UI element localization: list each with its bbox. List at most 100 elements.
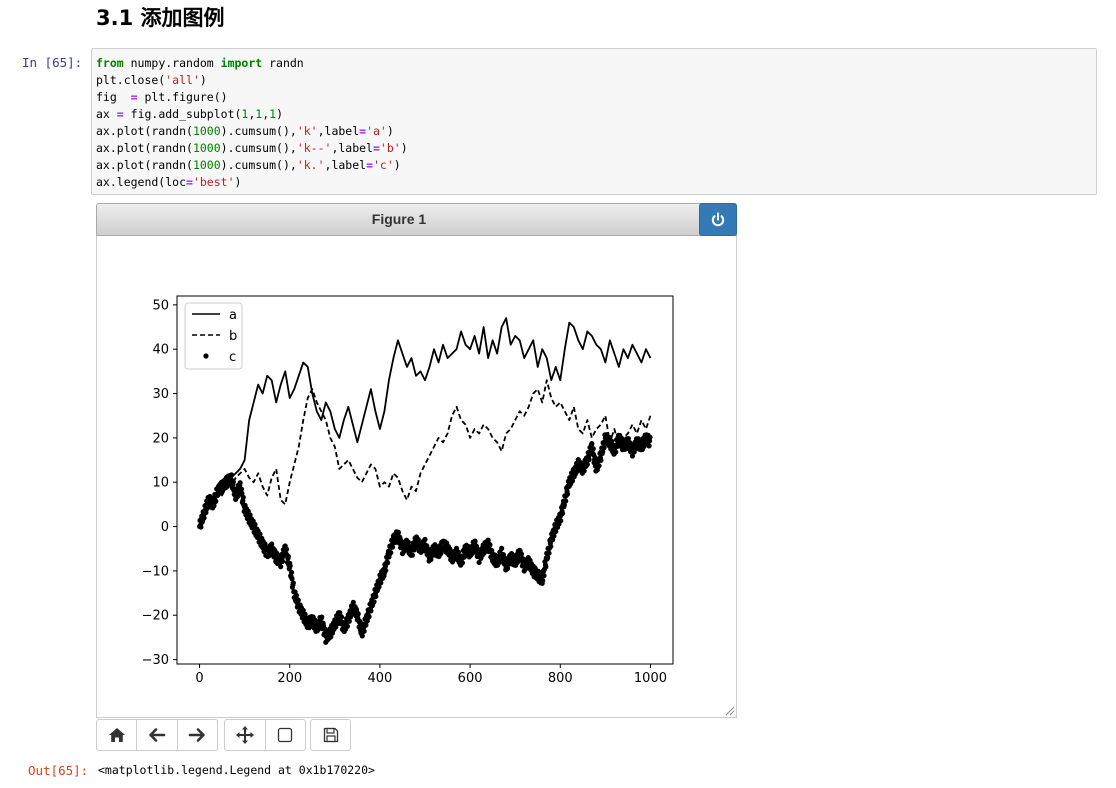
code-line-5: ax.plot(randn(1000).cumsum(),'k',label='… [96, 124, 394, 138]
floppy-disk-icon [323, 727, 338, 743]
series-c-point [228, 472, 235, 478]
series-c-point [598, 457, 604, 463]
code-line-1: from numpy.random import randn [96, 56, 304, 70]
series-c-point [428, 556, 434, 563]
series-c-point [213, 498, 219, 504]
zoom-rect-button[interactable] [266, 720, 306, 750]
output-prompt: Out[65]: [28, 763, 89, 778]
series-c-point [499, 545, 505, 551]
home-button[interactable] [97, 720, 138, 750]
series-c-point [472, 538, 478, 544]
series-c-point [383, 567, 389, 574]
series-c-point [600, 449, 606, 455]
series-c-point [395, 529, 401, 535]
series-c-point [279, 558, 286, 565]
series-c-point [262, 541, 268, 547]
series-c-point [257, 531, 263, 537]
series-c-point [350, 599, 356, 605]
arrow-right-icon [189, 728, 206, 742]
power-icon [711, 212, 725, 227]
series-c-point [288, 569, 295, 576]
series-c-point [295, 597, 301, 603]
series-c-point [438, 551, 444, 557]
code-cell[interactable]: from numpy.random import randn plt.close… [91, 48, 1097, 195]
x-tick-label: 600 [458, 671, 483, 686]
legend-label-c: c [229, 350, 236, 365]
home-icon [108, 728, 125, 742]
save-figure-button[interactable] [311, 720, 350, 750]
close-figure-button[interactable] [699, 203, 737, 236]
series-c-point [545, 554, 551, 561]
series-c-point [376, 584, 382, 590]
series-c-point [553, 528, 559, 535]
code-line-6: ax.plot(randn(1000).cumsum(),'k--',label… [96, 141, 408, 155]
y-tick-label: −10 [142, 564, 169, 579]
series-c-point [300, 607, 306, 613]
forward-button[interactable] [178, 720, 217, 750]
resize-handle[interactable] [725, 706, 735, 716]
series-c-point [371, 599, 377, 605]
y-tick-label: 20 [152, 431, 169, 446]
series-c-point [230, 479, 236, 485]
series-c-point [563, 498, 569, 504]
series-c-point [646, 443, 652, 449]
series-c-point [422, 536, 428, 543]
series-c-point [409, 552, 415, 558]
series-c-point [346, 618, 352, 624]
legend-box [184, 302, 243, 370]
series-c-point [569, 478, 576, 484]
pan-button[interactable] [225, 720, 266, 750]
y-tick-label: −20 [142, 609, 169, 624]
series-c-point [647, 434, 653, 440]
y-tick-label: 30 [152, 387, 169, 402]
code-line-8: ax.legend(loc='best') [96, 175, 242, 189]
series-a-line [198, 317, 652, 527]
series-c-point [278, 564, 284, 570]
series-c-point [558, 518, 564, 524]
series-c-point [518, 551, 525, 557]
zoom-toolbar [224, 719, 306, 751]
series-c-point [388, 550, 394, 556]
legend-label-b: b [229, 329, 237, 344]
move-icon [235, 726, 254, 744]
navigation-toolbar [96, 719, 218, 751]
series-c-point [203, 510, 209, 516]
series-c-point [240, 494, 246, 500]
series-c-point [504, 565, 511, 572]
series-c-point [389, 544, 396, 550]
back-button[interactable] [137, 720, 178, 750]
series-c-point [373, 593, 379, 600]
x-tick-label: 0 [195, 671, 203, 686]
figure-header: Figure 1 [96, 203, 737, 236]
figure-canvas[interactable]: 0 200 400 600 800 1000 50 40 30 20 10 0 −10 −20 −30 a… [96, 236, 737, 718]
square-icon [278, 727, 293, 743]
section-heading: 3.1 添加图例 [96, 6, 225, 30]
input-prompt: In [65]: [22, 55, 83, 70]
save-toolbar [310, 719, 351, 751]
series-c-point [328, 634, 334, 640]
series-c-point [613, 449, 619, 455]
series-c-point [359, 633, 365, 639]
y-tick-label: −30 [142, 653, 169, 668]
series-c-point [384, 560, 391, 566]
series-c-point [596, 463, 602, 469]
series-c-point [289, 576, 295, 582]
legend: a b c [184, 302, 243, 370]
series-c-point [540, 577, 546, 584]
series-c-point [363, 622, 369, 628]
series-c-point [344, 623, 351, 629]
series-c-point [368, 608, 374, 614]
y-tick-label: 50 [152, 298, 169, 313]
code-line-2: plt.close('all') [96, 73, 207, 87]
figure-title: Figure 1 [371, 211, 427, 227]
code-line-7: ax.plot(randn(1000).cumsum(),'k.',label=… [96, 158, 401, 172]
series-c-point [355, 611, 361, 617]
arrow-left-icon [149, 728, 166, 742]
series-c-point [269, 541, 275, 547]
series-c-point [619, 435, 625, 441]
series-c-point [201, 515, 207, 521]
series-c-point [290, 580, 296, 586]
series-c-point [252, 521, 258, 528]
y-tick-label: 40 [152, 343, 169, 358]
series-c-point [293, 592, 300, 599]
